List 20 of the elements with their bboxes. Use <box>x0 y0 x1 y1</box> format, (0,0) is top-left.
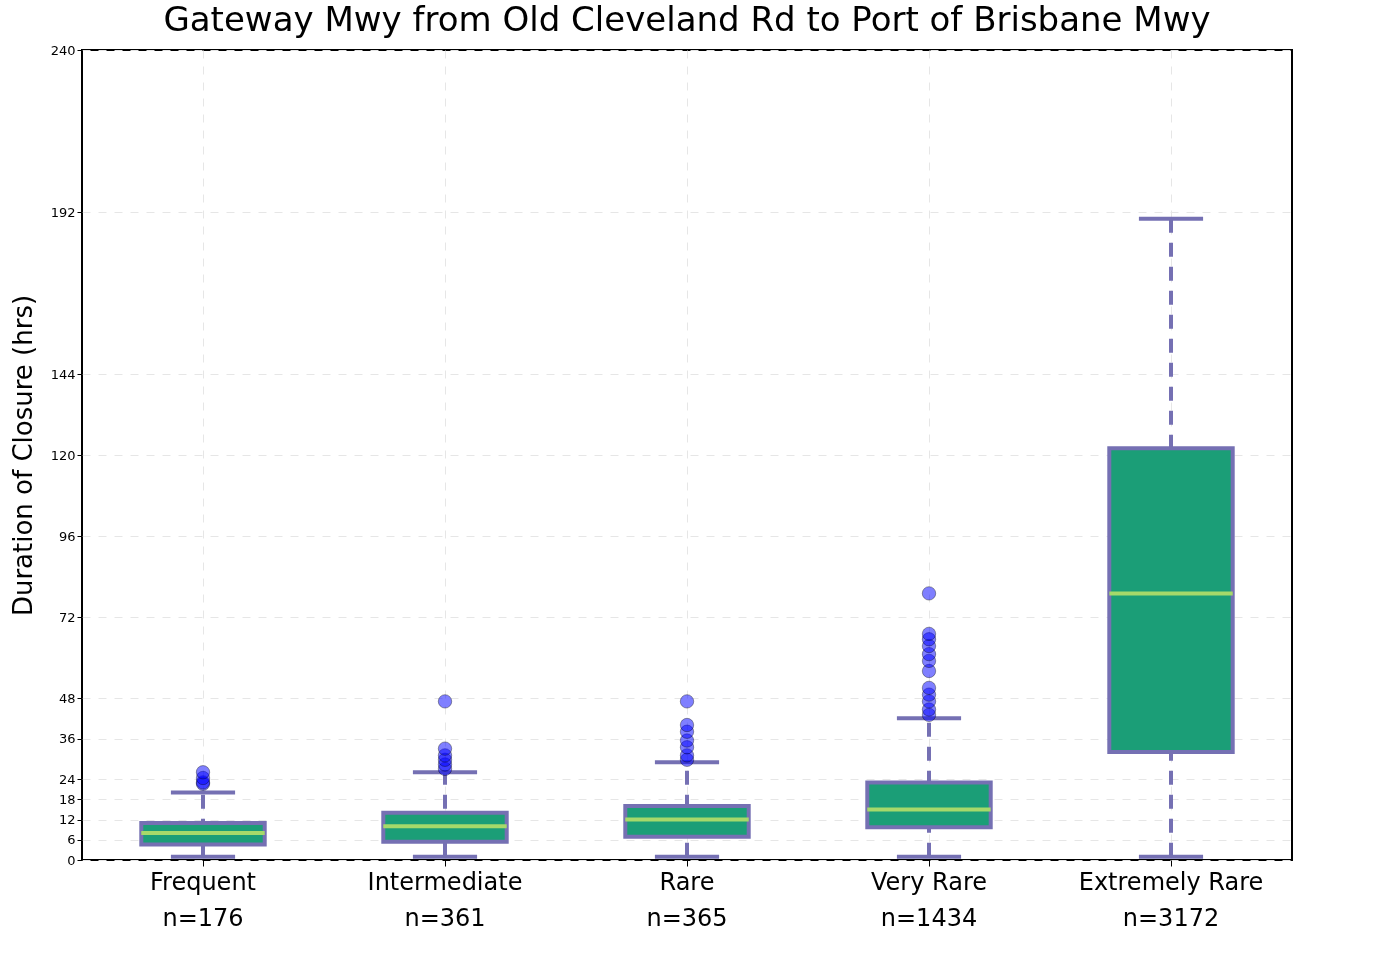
y-tick-label: 0 <box>67 852 76 868</box>
y-tick-label: 240 <box>50 42 76 58</box>
x-tick-label: Rare n=365 <box>646 867 728 932</box>
y-tick-label: 72 <box>58 609 76 625</box>
x-tick-label: Extremely Rare n=3172 <box>1078 867 1264 932</box>
x-tick-label: Very Rare n=1434 <box>871 867 987 932</box>
y-tick-label: 18 <box>58 791 76 807</box>
x-tick-label: Intermediate n=361 <box>367 867 523 932</box>
y-tick-label: 48 <box>58 690 76 706</box>
y-tick-label: 36 <box>58 731 76 746</box>
y-tick-label: 192 <box>50 204 76 220</box>
chart-title: Gateway Mwy from Old Cleveland Rd to Port of Brisbane Mwy <box>163 0 1211 39</box>
y-tick-label: 12 <box>58 812 76 827</box>
y-tick-label: 144 <box>50 366 76 382</box>
y-axis-title: Duration of Closure (hrs) <box>7 294 38 617</box>
x-tick-label: Frequent n=176 <box>150 867 256 932</box>
y-tick-label: 120 <box>50 447 76 463</box>
y-tick-label: 6 <box>67 832 76 848</box>
y-tick-label: 24 <box>58 771 76 787</box>
y-tick-label: 96 <box>58 528 76 544</box>
